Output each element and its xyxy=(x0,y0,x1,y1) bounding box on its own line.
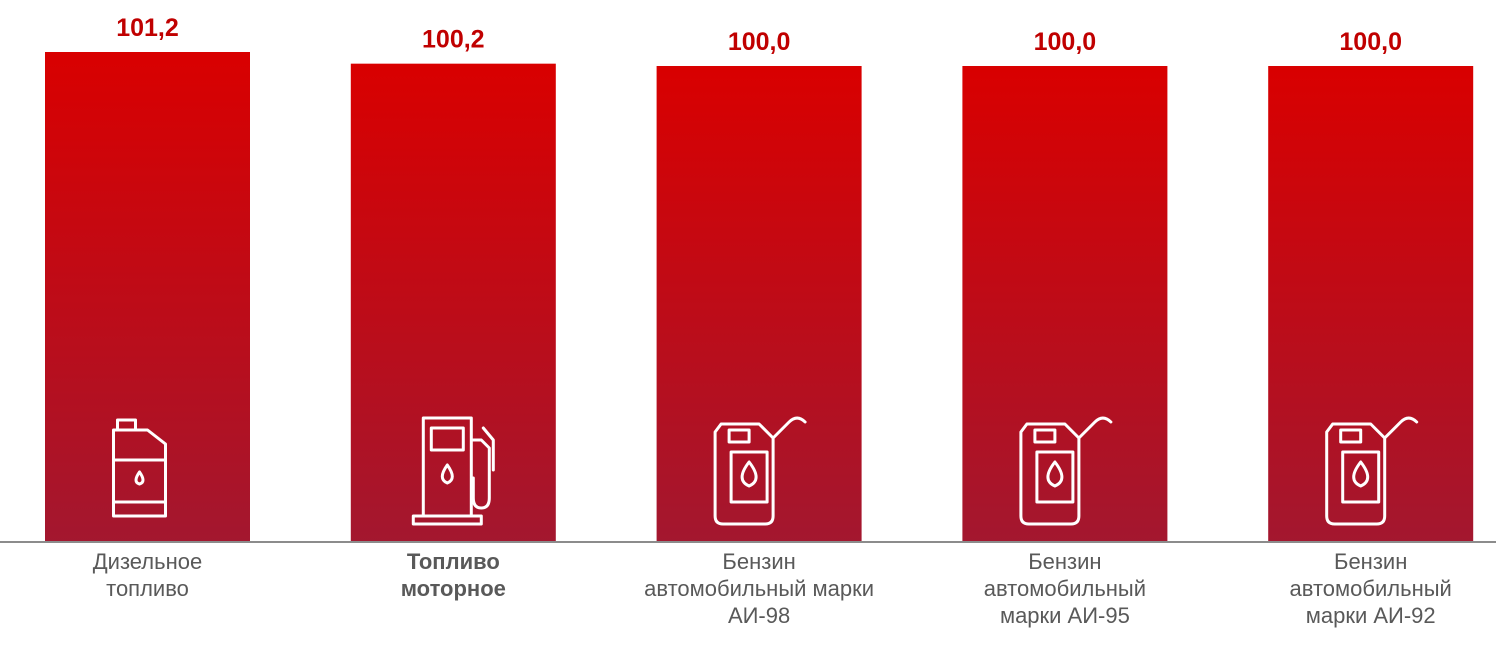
x-tick-label: Бензин автомобильный марки АИ-92 xyxy=(1289,549,1452,628)
value-label: 101,2 xyxy=(116,14,179,42)
icon-part xyxy=(411,416,495,526)
bar xyxy=(45,52,250,542)
value-label: 100,2 xyxy=(422,26,485,54)
icon-part xyxy=(1046,460,1064,488)
x-tick-label: Бензин автомобильный марки АИ-98 xyxy=(644,549,875,628)
x-tick-label: Бензин автомобильный марки АИ-95 xyxy=(983,549,1147,628)
icon xyxy=(411,416,495,526)
icon xyxy=(1325,416,1419,526)
value-label: 100,0 xyxy=(728,28,791,56)
icon xyxy=(112,418,167,518)
x-tick-label: Дизельное топливо xyxy=(92,549,203,601)
bar xyxy=(350,63,556,543)
icon-part xyxy=(1352,460,1370,488)
icon-part xyxy=(1019,416,1113,526)
value-label: 100,0 xyxy=(1034,28,1097,56)
icon-part xyxy=(1325,416,1419,526)
bar xyxy=(962,66,1168,542)
icon-part xyxy=(134,470,145,486)
value-label: 100,0 xyxy=(1339,28,1402,56)
icon-part xyxy=(440,463,454,485)
icon-part xyxy=(740,460,758,488)
bar xyxy=(1268,66,1474,542)
icon xyxy=(1019,416,1113,526)
x-tick-label: Топливо моторное xyxy=(400,549,506,601)
icon-part xyxy=(713,416,807,526)
bar xyxy=(656,66,862,542)
icon xyxy=(713,416,807,526)
icon-part xyxy=(112,418,167,518)
